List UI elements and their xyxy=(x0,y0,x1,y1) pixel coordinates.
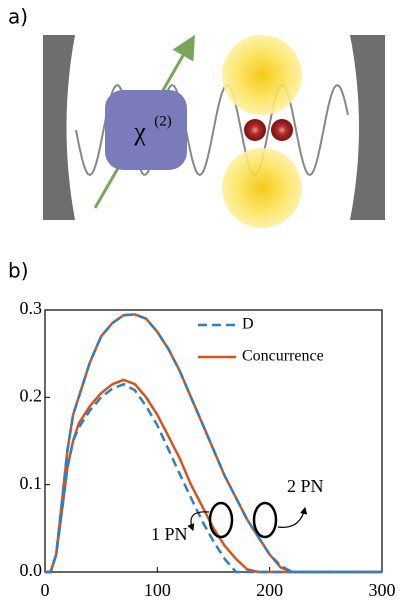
line xyxy=(45,382,382,574)
y-tick-label: 0.0 xyxy=(20,560,43,580)
legend-label: Concurrence xyxy=(242,348,324,365)
atom xyxy=(244,119,266,141)
mirror xyxy=(350,35,385,220)
trap-beam xyxy=(222,148,302,228)
marker-ellipse xyxy=(208,501,234,539)
x-tick-label: 300 xyxy=(369,580,396,600)
panel-label: a) xyxy=(8,5,28,29)
crystal-symbol: χ xyxy=(133,117,146,146)
annotation: 2 PN xyxy=(287,476,324,496)
arrow xyxy=(277,506,308,528)
marker-ellipse xyxy=(252,501,278,539)
atom xyxy=(271,119,293,141)
y-tick-label: 0.3 xyxy=(20,298,43,318)
line xyxy=(45,378,382,574)
arrow xyxy=(187,511,210,532)
cavity-field xyxy=(75,83,349,177)
line xyxy=(45,313,382,574)
trap-beam xyxy=(222,35,302,115)
crystal-order: (2) xyxy=(154,113,172,129)
crystal xyxy=(105,90,187,170)
legend-label: D xyxy=(242,316,254,333)
annotation: 1 PN xyxy=(151,524,188,544)
x-tick-label: 200 xyxy=(256,580,283,600)
y-tick-label: 0.1 xyxy=(20,473,43,493)
plot-frame xyxy=(44,309,383,573)
x-tick-label: 0 xyxy=(41,580,50,600)
panel-label: b) xyxy=(8,259,29,283)
x-tick-label: 100 xyxy=(144,580,171,600)
mirror xyxy=(43,35,75,220)
y-tick-label: 0.2 xyxy=(20,385,43,405)
